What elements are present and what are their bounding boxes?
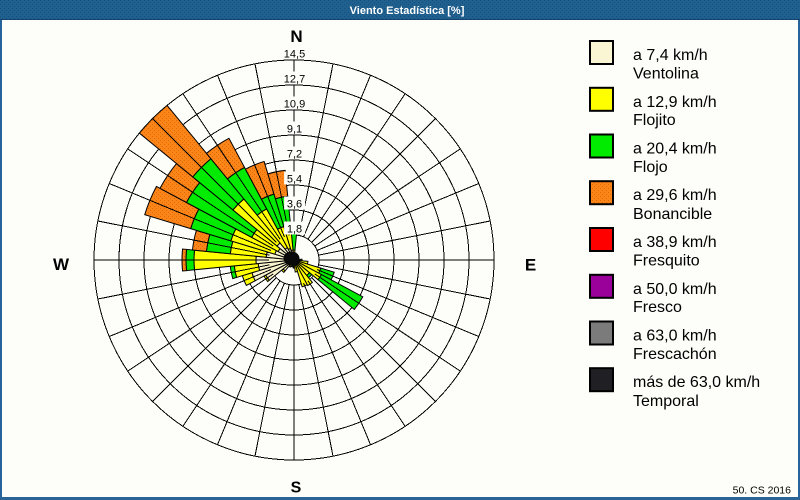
svg-text:E: E bbox=[525, 256, 536, 275]
svg-text:más de 63,0 km/h: más de 63,0 km/h bbox=[633, 374, 760, 391]
svg-text:12,7: 12,7 bbox=[284, 74, 305, 86]
svg-text:Fresco: Fresco bbox=[633, 299, 682, 316]
svg-text:Viento Estadística [%]: Viento Estadística [%] bbox=[350, 5, 465, 17]
svg-text:a 20,4 km/h: a 20,4 km/h bbox=[633, 141, 717, 158]
svg-text:a 7,4 km/h: a 7,4 km/h bbox=[633, 47, 708, 64]
svg-text:50. CS 2016: 50. CS 2016 bbox=[733, 485, 792, 497]
svg-text:W: W bbox=[53, 255, 70, 274]
svg-text:Flojito: Flojito bbox=[633, 112, 676, 129]
svg-text:9,1: 9,1 bbox=[287, 124, 302, 136]
svg-text:a 50,0 km/h: a 50,0 km/h bbox=[633, 281, 717, 298]
svg-text:a 12,9 km/h: a 12,9 km/h bbox=[633, 94, 717, 111]
svg-text:N: N bbox=[290, 27, 302, 46]
svg-text:S: S bbox=[291, 480, 302, 497]
svg-text:3,6: 3,6 bbox=[287, 199, 302, 211]
svg-text:Ventolina: Ventolina bbox=[633, 66, 699, 83]
svg-text:7,2: 7,2 bbox=[287, 149, 302, 161]
svg-text:Fresquito: Fresquito bbox=[633, 253, 700, 270]
svg-text:5,4: 5,4 bbox=[287, 174, 302, 186]
svg-text:1,8: 1,8 bbox=[287, 224, 302, 236]
svg-text:a 29,6 km/h: a 29,6 km/h bbox=[633, 187, 717, 204]
svg-text:Bonancible: Bonancible bbox=[633, 206, 712, 223]
svg-text:Frescachón: Frescachón bbox=[633, 346, 717, 363]
svg-text:Temporal: Temporal bbox=[633, 393, 699, 410]
svg-text:10,9: 10,9 bbox=[284, 99, 305, 111]
svg-text:a 63,0 km/h: a 63,0 km/h bbox=[633, 328, 717, 345]
svg-text:a 38,9 km/h: a 38,9 km/h bbox=[633, 234, 717, 251]
svg-text:Flojo: Flojo bbox=[633, 159, 668, 176]
svg-text:14,5: 14,5 bbox=[284, 49, 305, 61]
